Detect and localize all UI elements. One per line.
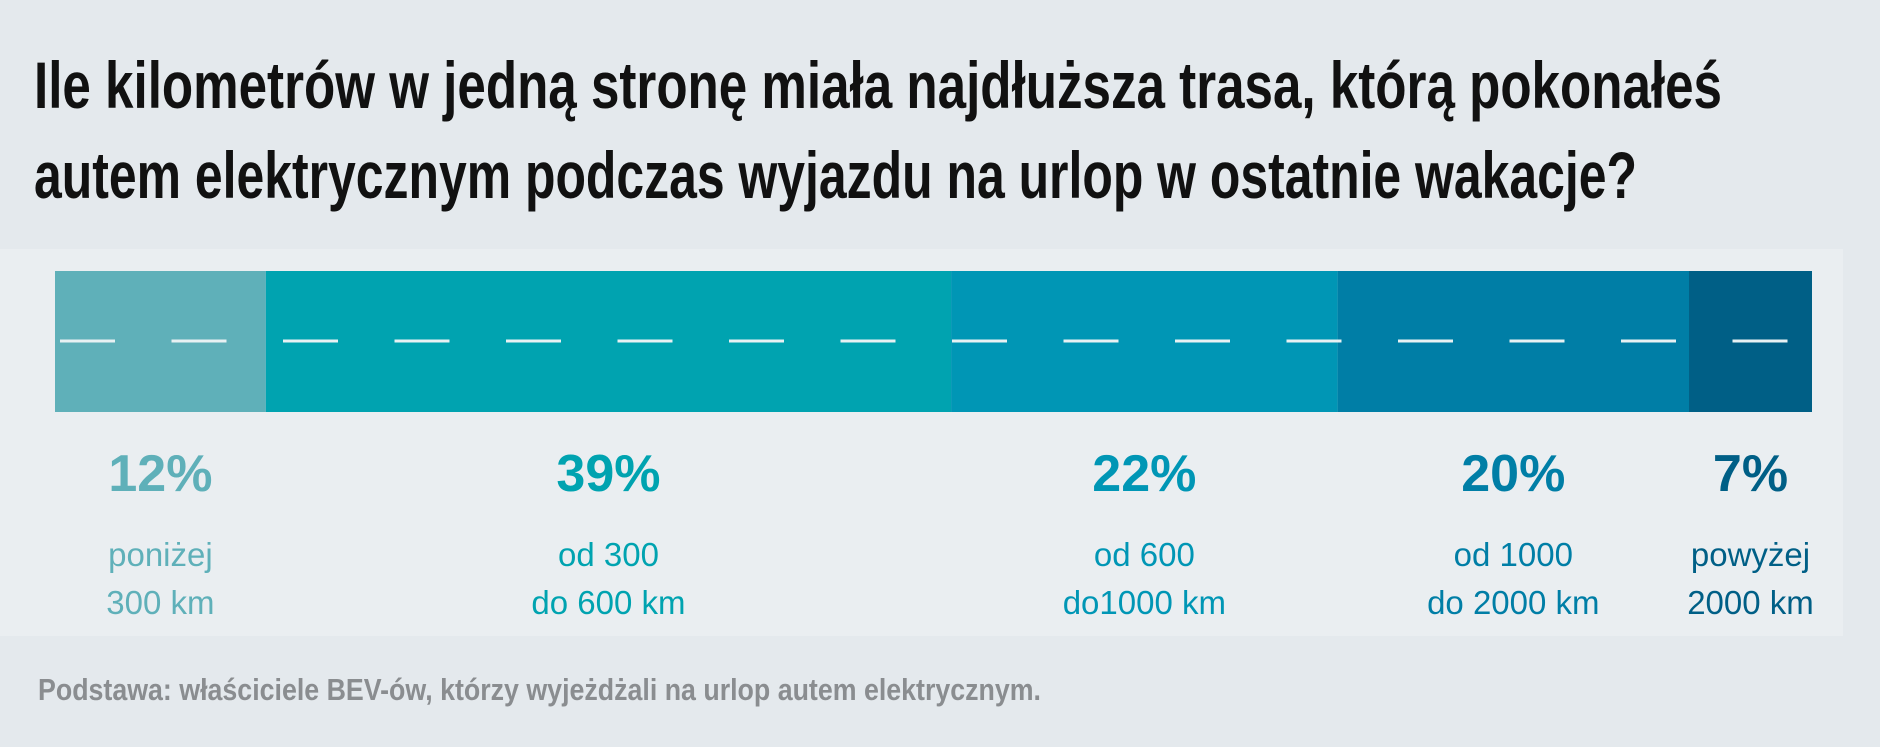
category-label: powyżej bbox=[1691, 536, 1810, 573]
category-label: od 600 bbox=[1094, 536, 1195, 573]
category-label: do 2000 km bbox=[1427, 584, 1599, 621]
category-label: do1000 km bbox=[1063, 584, 1226, 621]
category-label: 300 km bbox=[106, 584, 214, 621]
value-label: 22% bbox=[1092, 445, 1196, 503]
bar-segment bbox=[951, 271, 1338, 412]
category-label: do 600 km bbox=[531, 584, 685, 621]
category-label: poniżej bbox=[108, 536, 213, 573]
category-label: od 1000 bbox=[1454, 536, 1573, 573]
chart-title: Ile kilometrów w jedną stronę miała najd… bbox=[34, 48, 1722, 122]
value-label: 20% bbox=[1461, 445, 1565, 503]
bar-segment bbox=[265, 271, 952, 412]
category-label: od 300 bbox=[558, 536, 659, 573]
value-label: 7% bbox=[1713, 445, 1788, 503]
value-label: 39% bbox=[556, 445, 660, 503]
value-label: 12% bbox=[108, 445, 212, 503]
category-label: 2000 km bbox=[1687, 584, 1814, 621]
footnote: Podstawa: właściciele BEV-ów, którzy wyj… bbox=[38, 672, 1041, 707]
chart-title: autem elektrycznym podczas wyjazdu na ur… bbox=[34, 138, 1637, 212]
